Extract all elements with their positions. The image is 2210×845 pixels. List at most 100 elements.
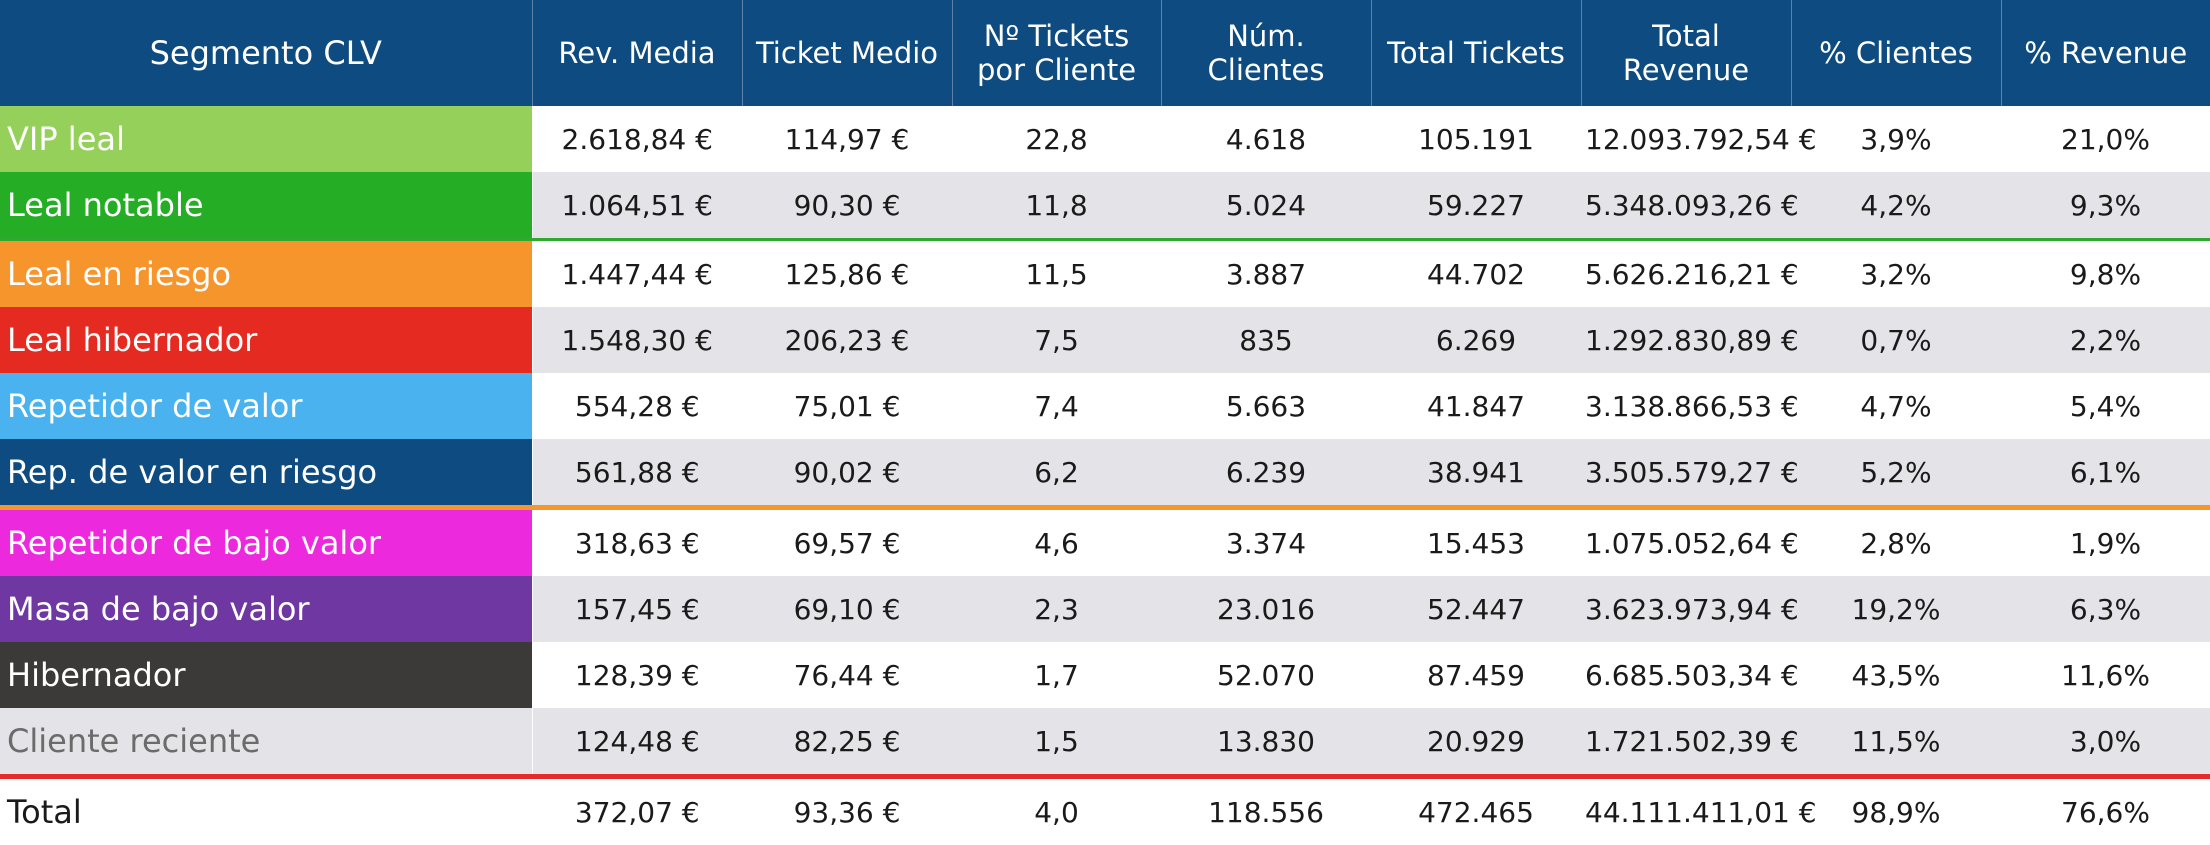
- table-cell: 5.348.093,26 €: [1581, 172, 1791, 240]
- table-cell: 6,3%: [2001, 576, 2210, 642]
- header-total-revenue: Total Revenue: [1581, 0, 1791, 106]
- table-cell: 4.618: [1161, 106, 1371, 172]
- table-cell: 76,44 €: [742, 642, 952, 708]
- table-cell: 1.721.502,39 €: [1581, 708, 1791, 777]
- table-cell: 124,48 €: [532, 708, 742, 777]
- table-cell: 3,2%: [1791, 240, 2001, 308]
- table-cell: 11,6%: [2001, 642, 2210, 708]
- table-cell: 6,1%: [2001, 439, 2210, 508]
- segment-label: Leal notable: [0, 172, 532, 240]
- table-cell: 90,02 €: [742, 439, 952, 508]
- table-cell: 82,25 €: [742, 708, 952, 777]
- table-cell: 38.941: [1371, 439, 1581, 508]
- table-cell: 3,9%: [1791, 106, 2001, 172]
- segment-label: Rep. de valor en riesgo: [0, 439, 532, 508]
- table-cell: 7,5: [952, 307, 1161, 373]
- table-cell: 1.064,51 €: [532, 172, 742, 240]
- table-cell: 19,2%: [1791, 576, 2001, 642]
- segment-label: Leal hibernador: [0, 307, 532, 373]
- total-cell: 44.111.411,01 €: [1581, 777, 1791, 845]
- table-cell: 6.239: [1161, 439, 1371, 508]
- header-row: Segmento CLV Rev. Media Ticket Medio Nº …: [0, 0, 2210, 106]
- table-cell: 1,9%: [2001, 508, 2210, 577]
- table-cell: 125,86 €: [742, 240, 952, 308]
- table-cell: 4,7%: [1791, 373, 2001, 439]
- table-cell: 69,10 €: [742, 576, 952, 642]
- table-cell: 11,8: [952, 172, 1161, 240]
- table-cell: 2,3: [952, 576, 1161, 642]
- table-cell: 5,4%: [2001, 373, 2210, 439]
- table-cell: 5.626.216,21 €: [1581, 240, 1791, 308]
- table-cell: 157,45 €: [532, 576, 742, 642]
- table-cell: 3.138.866,53 €: [1581, 373, 1791, 439]
- table-cell: 835: [1161, 307, 1371, 373]
- table-cell: 1.548,30 €: [532, 307, 742, 373]
- segment-label: Leal en riesgo: [0, 240, 532, 308]
- header-total-tickets: Total Tickets: [1371, 0, 1581, 106]
- table-cell: 114,97 €: [742, 106, 952, 172]
- table-cell: 52.447: [1371, 576, 1581, 642]
- total-cell: 76,6%: [2001, 777, 2210, 845]
- table-cell: 4,2%: [1791, 172, 2001, 240]
- header-tickets-por-cliente: Nº Tickets por Cliente: [952, 0, 1161, 106]
- table-cell: 11,5%: [1791, 708, 2001, 777]
- header-ticket-medio: Ticket Medio: [742, 0, 952, 106]
- table-cell: 15.453: [1371, 508, 1581, 577]
- table-cell: 561,88 €: [532, 439, 742, 508]
- table-cell: 3.623.973,94 €: [1581, 576, 1791, 642]
- table-cell: 87.459: [1371, 642, 1581, 708]
- total-cell: 118.556: [1161, 777, 1371, 845]
- table-cell: 22,8: [952, 106, 1161, 172]
- table-cell: 20.929: [1371, 708, 1581, 777]
- table-cell: 9,3%: [2001, 172, 2210, 240]
- table-cell: 1.292.830,89 €: [1581, 307, 1791, 373]
- table-cell: 4,6: [952, 508, 1161, 577]
- header-pct-revenue: % Revenue: [2001, 0, 2210, 106]
- segment-label: Repetidor de bajo valor: [0, 508, 532, 577]
- table-cell: 43,5%: [1791, 642, 2001, 708]
- table-cell: 11,5: [952, 240, 1161, 308]
- header-num-clientes: Núm. Clientes: [1161, 0, 1371, 106]
- table-cell: 12.093.792,54 €: [1581, 106, 1791, 172]
- table-cell: 9,8%: [2001, 240, 2210, 308]
- header-segmento-clv: Segmento CLV: [0, 0, 532, 106]
- total-cell: 93,36 €: [742, 777, 952, 845]
- table-cell: 0,7%: [1791, 307, 2001, 373]
- table-cell: 6.685.503,34 €: [1581, 642, 1791, 708]
- table-cell: 3,0%: [2001, 708, 2210, 777]
- table-cell: 75,01 €: [742, 373, 952, 439]
- table-cell: 6.269: [1371, 307, 1581, 373]
- table-cell: 105.191: [1371, 106, 1581, 172]
- table-cell: 5.663: [1161, 373, 1371, 439]
- table-cell: 90,30 €: [742, 172, 952, 240]
- table-cell: 206,23 €: [742, 307, 952, 373]
- header-rev-media: Rev. Media: [532, 0, 742, 106]
- segment-label: Masa de bajo valor: [0, 576, 532, 642]
- table-cell: 5.024: [1161, 172, 1371, 240]
- segment-label: VIP leal: [0, 106, 532, 172]
- table-cell: 44.702: [1371, 240, 1581, 308]
- table-cell: 41.847: [1371, 373, 1581, 439]
- segment-label: Hibernador: [0, 642, 532, 708]
- table-cell: 1,7: [952, 642, 1161, 708]
- table-cell: 1.447,44 €: [532, 240, 742, 308]
- total-label: Total: [0, 777, 532, 845]
- table-cell: 52.070: [1161, 642, 1371, 708]
- table-cell: 59.227: [1371, 172, 1581, 240]
- total-cell: 472.465: [1371, 777, 1581, 845]
- table-cell: 2.618,84 €: [532, 106, 742, 172]
- table-cell: 2,2%: [2001, 307, 2210, 373]
- segment-label: Cliente reciente: [0, 708, 532, 777]
- table-cell: 69,57 €: [742, 508, 952, 577]
- table-cell: 6,2: [952, 439, 1161, 508]
- table-cell: 23.016: [1161, 576, 1371, 642]
- table-cell: 128,39 €: [532, 642, 742, 708]
- table-cell: 21,0%: [2001, 106, 2210, 172]
